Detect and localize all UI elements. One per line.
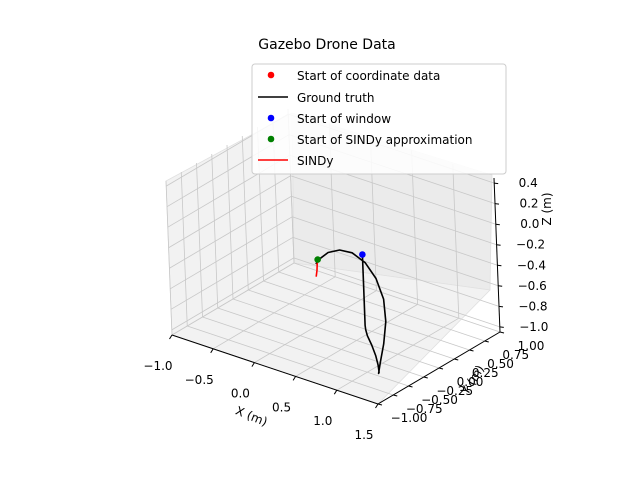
y-tick-6 [469, 349, 474, 352]
grid-y-floor-1 [187, 325, 394, 396]
z-tick-6 [494, 203, 500, 205]
z-tick-label-1: −0.8 [518, 299, 547, 313]
x-tick-5 [375, 403, 379, 409]
grid-y-floor-2 [202, 316, 409, 387]
y-tick-label-8: 1.00 [518, 339, 545, 353]
grid-z-back-4 [290, 175, 497, 246]
tick-labels: −1.0 −0.5 0.0 0.5 1.0 1.5 −1.00−0.75−0.50−0.25… [143, 176, 548, 442]
z-tick-3 [497, 264, 502, 267]
legend: Start of coordinate data Ground truth St… [251, 63, 507, 175]
point-start-of-sindy-approximation [314, 256, 321, 263]
x-tick-label-0: −1.0 [143, 359, 172, 373]
y-tick-label-0: −1.00 [391, 411, 428, 425]
legend-box [251, 63, 507, 175]
y-tick-8 [499, 331, 505, 334]
y-tick-3 [423, 376, 428, 379]
x-axis-line [171, 334, 379, 405]
y-tick-label-5: 0.25 [472, 366, 499, 380]
grid-z-back-2 [292, 216, 499, 287]
y-tick-label-6: 0.50 [487, 357, 514, 371]
grid-z-back-3 [291, 195, 498, 266]
z-tick-label-7: 0.4 [519, 176, 538, 190]
y-tick-4 [438, 367, 444, 370]
z-tick-2 [498, 285, 503, 287]
grid-y-floor-7 [278, 271, 485, 342]
legend-label-ground-truth: Ground truth [297, 91, 375, 105]
z-axis-label: Z (m) [540, 192, 554, 225]
y-tick-label-4: 0.00 [457, 375, 484, 389]
y-tick-label-1: −0.75 [406, 402, 443, 416]
y-tick-2 [408, 385, 413, 388]
grid-z-back-0 [293, 257, 500, 328]
y-tick-0 [377, 403, 383, 406]
legend-label-start-sindy: Start of SINDy approximation [297, 133, 473, 147]
grid-y-floor-8 [293, 262, 501, 333]
x-tick-label-2: 0.0 [231, 387, 250, 401]
x-tick-3 [292, 376, 297, 381]
series-line-ground-truth [315, 249, 387, 375]
tick-marks [169, 182, 505, 409]
z-tick-7 [494, 182, 499, 185]
legend-label-start-window: Start of window [297, 112, 391, 126]
z-tick-label-4: −0.2 [516, 238, 545, 252]
x-tick-label-3: 0.5 [272, 400, 291, 414]
legend-marker-start-coordinate [267, 71, 275, 79]
z-tick-label-2: −0.6 [518, 279, 547, 293]
x-tick-label-4: 1.0 [313, 414, 332, 428]
series-group [314, 249, 387, 375]
x-tick-0 [169, 334, 173, 340]
z-tick-label-3: −0.4 [517, 258, 546, 272]
x-tick-1 [210, 348, 214, 354]
grid-y-floor-6 [263, 280, 470, 351]
y-tick-7 [484, 340, 489, 343]
legend-marker-start-window [267, 114, 275, 122]
y-tick-label-2: −0.50 [421, 393, 458, 407]
grid-z-back-1 [292, 236, 500, 307]
z-tick-5 [495, 223, 500, 226]
x-tick-label-1: −0.5 [185, 373, 214, 387]
z-tick-4 [496, 244, 501, 246]
legend-marker-start-sindy [267, 135, 275, 143]
legend-label-start-coordinate: Start of coordinate data [297, 69, 440, 83]
grid-z-left-4 [168, 175, 291, 249]
legend-label-sindy: SINDy [297, 154, 333, 168]
z-tick-label-0: −1.0 [519, 320, 548, 334]
x-tick-4 [333, 389, 338, 395]
point-start-of-window [359, 251, 366, 258]
y-tick-label-7: 0.75 [502, 348, 529, 362]
grid-y-floor-4 [232, 298, 440, 369]
grid-z-left-0 [171, 257, 295, 331]
grid-z-left-1 [170, 236, 294, 310]
z-tick-label-6: 0.2 [519, 197, 538, 211]
grid-z-left-2 [169, 216, 293, 290]
x-tick-label-5: 1.5 [354, 428, 373, 442]
x-tick-2 [251, 362, 255, 367]
z-tick-0 [499, 326, 504, 328]
grid-y-floor-5 [248, 289, 455, 360]
y-tick-label-3: −0.25 [436, 384, 473, 398]
grid-y-floor-3 [217, 307, 424, 378]
z-axis-line [493, 177, 501, 333]
x-axis-label: X (m) [234, 404, 270, 429]
y-tick-5 [454, 358, 459, 361]
grid-z-left-3 [169, 195, 292, 269]
y-tick-1 [393, 394, 398, 397]
z-tick-label-5: 0.0 [520, 217, 539, 231]
chart-title: Gazebo Drone Data [258, 37, 395, 53]
z-tick-1 [498, 305, 504, 308]
